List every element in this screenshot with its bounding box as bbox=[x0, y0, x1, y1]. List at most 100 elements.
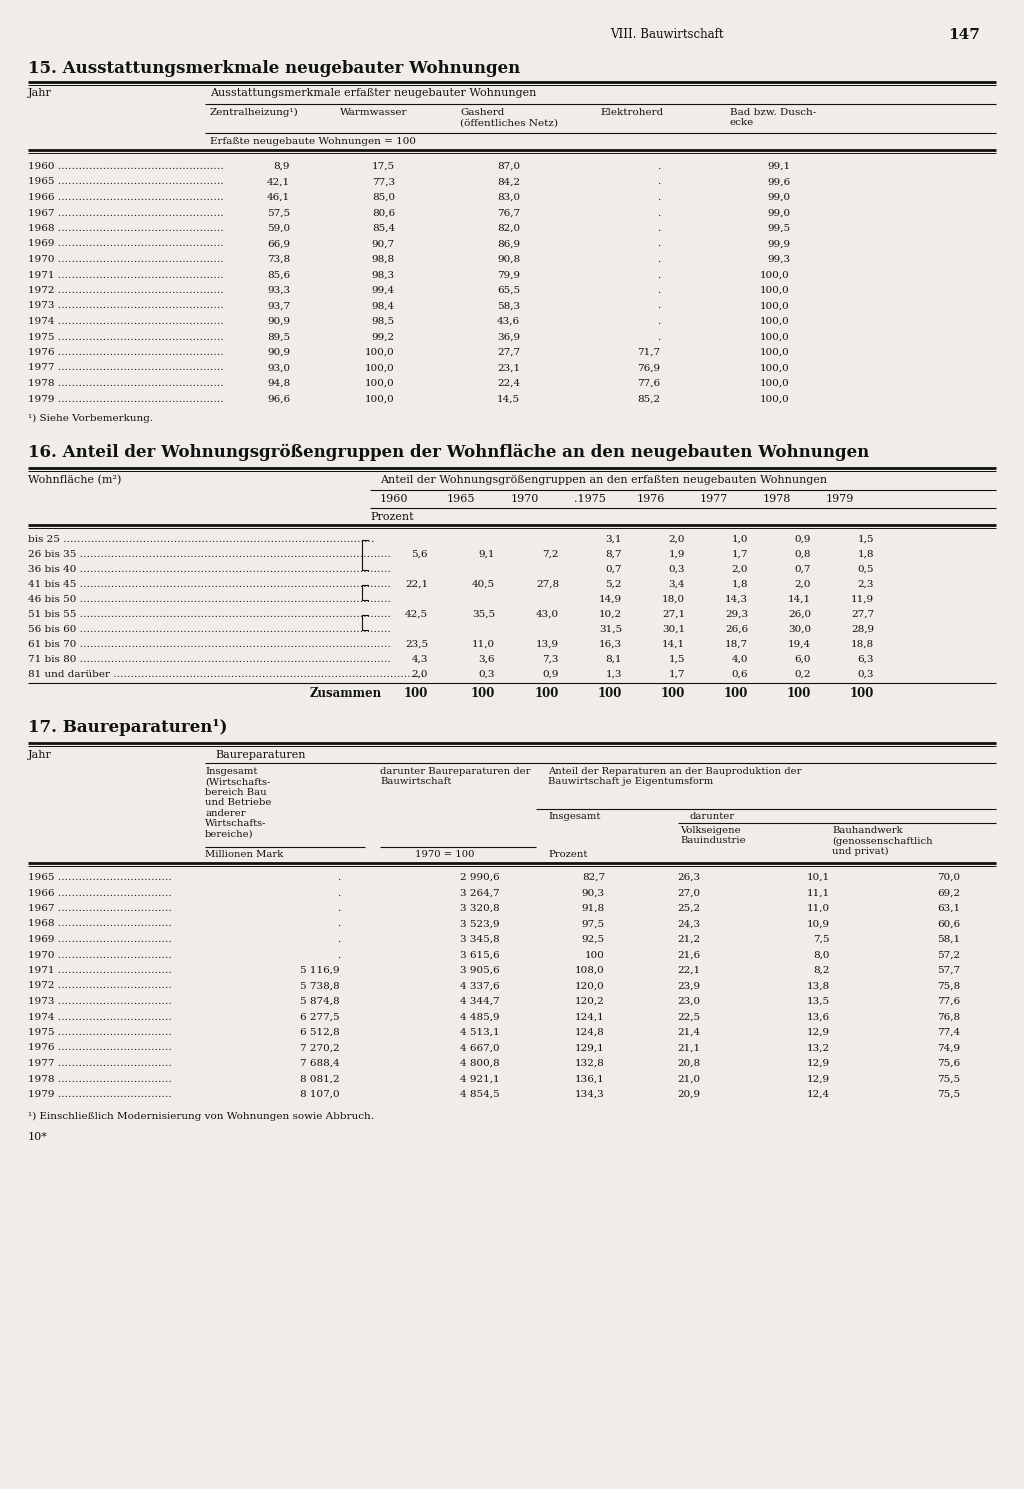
Text: 1977 ……………………………: 1977 …………………………… bbox=[28, 1059, 172, 1068]
Text: 92,5: 92,5 bbox=[582, 935, 605, 944]
Text: 1977 …………………………………………: 1977 ………………………………………… bbox=[28, 363, 224, 372]
Text: .: . bbox=[337, 873, 340, 881]
Text: 2,3: 2,3 bbox=[857, 581, 874, 590]
Text: 90,3: 90,3 bbox=[582, 889, 605, 898]
Text: 23,9: 23,9 bbox=[677, 981, 700, 990]
Text: 24,3: 24,3 bbox=[677, 920, 700, 929]
Text: 1968 …………………………………………: 1968 ………………………………………… bbox=[28, 223, 224, 232]
Text: 1,8: 1,8 bbox=[731, 581, 748, 590]
Text: 99,9: 99,9 bbox=[767, 240, 790, 249]
Text: 7 688,4: 7 688,4 bbox=[300, 1059, 340, 1068]
Text: 10*: 10* bbox=[28, 1132, 48, 1142]
Text: 6,0: 6,0 bbox=[795, 655, 811, 664]
Text: 4 337,6: 4 337,6 bbox=[461, 981, 500, 990]
Text: Wohnfläche (m²): Wohnfläche (m²) bbox=[28, 475, 122, 485]
Text: 14,1: 14,1 bbox=[787, 596, 811, 605]
Text: .: . bbox=[656, 255, 660, 264]
Text: 10,9: 10,9 bbox=[807, 920, 830, 929]
Text: 6,3: 6,3 bbox=[857, 655, 874, 664]
Text: 77,3: 77,3 bbox=[372, 177, 395, 186]
Text: 4 513,1: 4 513,1 bbox=[461, 1027, 500, 1036]
Text: 70,0: 70,0 bbox=[937, 873, 961, 881]
Text: 10,2: 10,2 bbox=[599, 610, 622, 619]
Text: 21,4: 21,4 bbox=[677, 1027, 700, 1036]
Text: .: . bbox=[337, 904, 340, 913]
Text: 20,9: 20,9 bbox=[677, 1090, 700, 1099]
Text: 120,2: 120,2 bbox=[575, 998, 605, 1007]
Text: VIII. Bauwirtschaft: VIII. Bauwirtschaft bbox=[610, 28, 724, 42]
Text: 75,8: 75,8 bbox=[937, 981, 961, 990]
Text: 1975 …………………………………………: 1975 ………………………………………… bbox=[28, 332, 224, 341]
Text: .: . bbox=[656, 223, 660, 232]
Text: 100,0: 100,0 bbox=[760, 348, 790, 357]
Text: ¹) Siehe Vorbemerkung.: ¹) Siehe Vorbemerkung. bbox=[28, 414, 154, 423]
Text: 79,9: 79,9 bbox=[497, 271, 520, 280]
Text: 98,3: 98,3 bbox=[372, 271, 395, 280]
Text: 1,8: 1,8 bbox=[857, 549, 874, 558]
Text: 100,0: 100,0 bbox=[760, 332, 790, 341]
Text: 1972 …………………………………………: 1972 ………………………………………… bbox=[28, 286, 224, 295]
Text: 71,7: 71,7 bbox=[637, 348, 660, 357]
Text: 56 bis 60 ………………………………………………………………………………: 56 bis 60 ……………………………………………………………………………… bbox=[28, 625, 391, 634]
Text: 0,7: 0,7 bbox=[605, 564, 622, 573]
Text: 57,2: 57,2 bbox=[937, 950, 961, 959]
Text: 22,1: 22,1 bbox=[677, 966, 700, 975]
Text: 7 270,2: 7 270,2 bbox=[300, 1044, 340, 1053]
Text: 1973 ……………………………: 1973 …………………………… bbox=[28, 998, 172, 1007]
Text: 1976 …………………………………………: 1976 ………………………………………… bbox=[28, 348, 224, 357]
Text: 11,0: 11,0 bbox=[472, 640, 495, 649]
Text: .: . bbox=[656, 317, 660, 326]
Text: 100: 100 bbox=[786, 686, 811, 700]
Text: 1970 …………………………………………: 1970 ………………………………………… bbox=[28, 255, 224, 264]
Text: 27,1: 27,1 bbox=[662, 610, 685, 619]
Text: 85,0: 85,0 bbox=[372, 194, 395, 203]
Text: 23,5: 23,5 bbox=[404, 640, 428, 649]
Text: Gasherd
(öffentliches Netz): Gasherd (öffentliches Netz) bbox=[460, 109, 558, 128]
Text: 100: 100 bbox=[850, 686, 874, 700]
Text: 0,3: 0,3 bbox=[478, 670, 495, 679]
Text: 86,9: 86,9 bbox=[497, 240, 520, 249]
Text: 3,6: 3,6 bbox=[478, 655, 495, 664]
Text: 1,0: 1,0 bbox=[731, 535, 748, 543]
Text: 75,5: 75,5 bbox=[937, 1075, 961, 1084]
Text: .: . bbox=[656, 286, 660, 295]
Text: 1960 …………………………………………: 1960 ………………………………………… bbox=[28, 162, 224, 171]
Text: 100,0: 100,0 bbox=[760, 271, 790, 280]
Text: 99,0: 99,0 bbox=[767, 208, 790, 217]
Text: 76,9: 76,9 bbox=[637, 363, 660, 372]
Text: 21,6: 21,6 bbox=[677, 950, 700, 959]
Text: 14,1: 14,1 bbox=[662, 640, 685, 649]
Text: 23,1: 23,1 bbox=[497, 363, 520, 372]
Text: 21,0: 21,0 bbox=[677, 1075, 700, 1084]
Text: 13,8: 13,8 bbox=[807, 981, 830, 990]
Text: 0,8: 0,8 bbox=[795, 549, 811, 558]
Text: 69,2: 69,2 bbox=[937, 889, 961, 898]
Text: 100,0: 100,0 bbox=[760, 363, 790, 372]
Text: 27,8: 27,8 bbox=[536, 581, 559, 590]
Text: 1970: 1970 bbox=[511, 494, 540, 503]
Text: 77,4: 77,4 bbox=[937, 1027, 961, 1036]
Text: 29,3: 29,3 bbox=[725, 610, 748, 619]
Text: 61 bis 70 ………………………………………………………………………………: 61 bis 70 ……………………………………………………………………………… bbox=[28, 640, 391, 649]
Text: 94,8: 94,8 bbox=[267, 380, 290, 389]
Text: 35,5: 35,5 bbox=[472, 610, 495, 619]
Text: .: . bbox=[656, 271, 660, 280]
Text: 1965: 1965 bbox=[447, 494, 475, 503]
Text: 1,9: 1,9 bbox=[669, 549, 685, 558]
Text: 100,0: 100,0 bbox=[366, 348, 395, 357]
Text: 27,7: 27,7 bbox=[497, 348, 520, 357]
Text: 43,0: 43,0 bbox=[536, 610, 559, 619]
Text: 91,8: 91,8 bbox=[582, 904, 605, 913]
Text: 100: 100 bbox=[598, 686, 622, 700]
Text: 51 bis 55 ………………………………………………………………………………: 51 bis 55 ……………………………………………………………………………… bbox=[28, 610, 391, 619]
Text: 8,1: 8,1 bbox=[605, 655, 622, 664]
Text: 12,9: 12,9 bbox=[807, 1059, 830, 1068]
Text: 73,8: 73,8 bbox=[267, 255, 290, 264]
Text: 90,8: 90,8 bbox=[497, 255, 520, 264]
Text: 12,9: 12,9 bbox=[807, 1075, 830, 1084]
Text: 14,5: 14,5 bbox=[497, 395, 520, 404]
Text: 26,6: 26,6 bbox=[725, 625, 748, 634]
Text: 1974 ……………………………: 1974 …………………………… bbox=[28, 1013, 172, 1021]
Text: 1968 ……………………………: 1968 …………………………… bbox=[28, 920, 172, 929]
Text: 80,6: 80,6 bbox=[372, 208, 395, 217]
